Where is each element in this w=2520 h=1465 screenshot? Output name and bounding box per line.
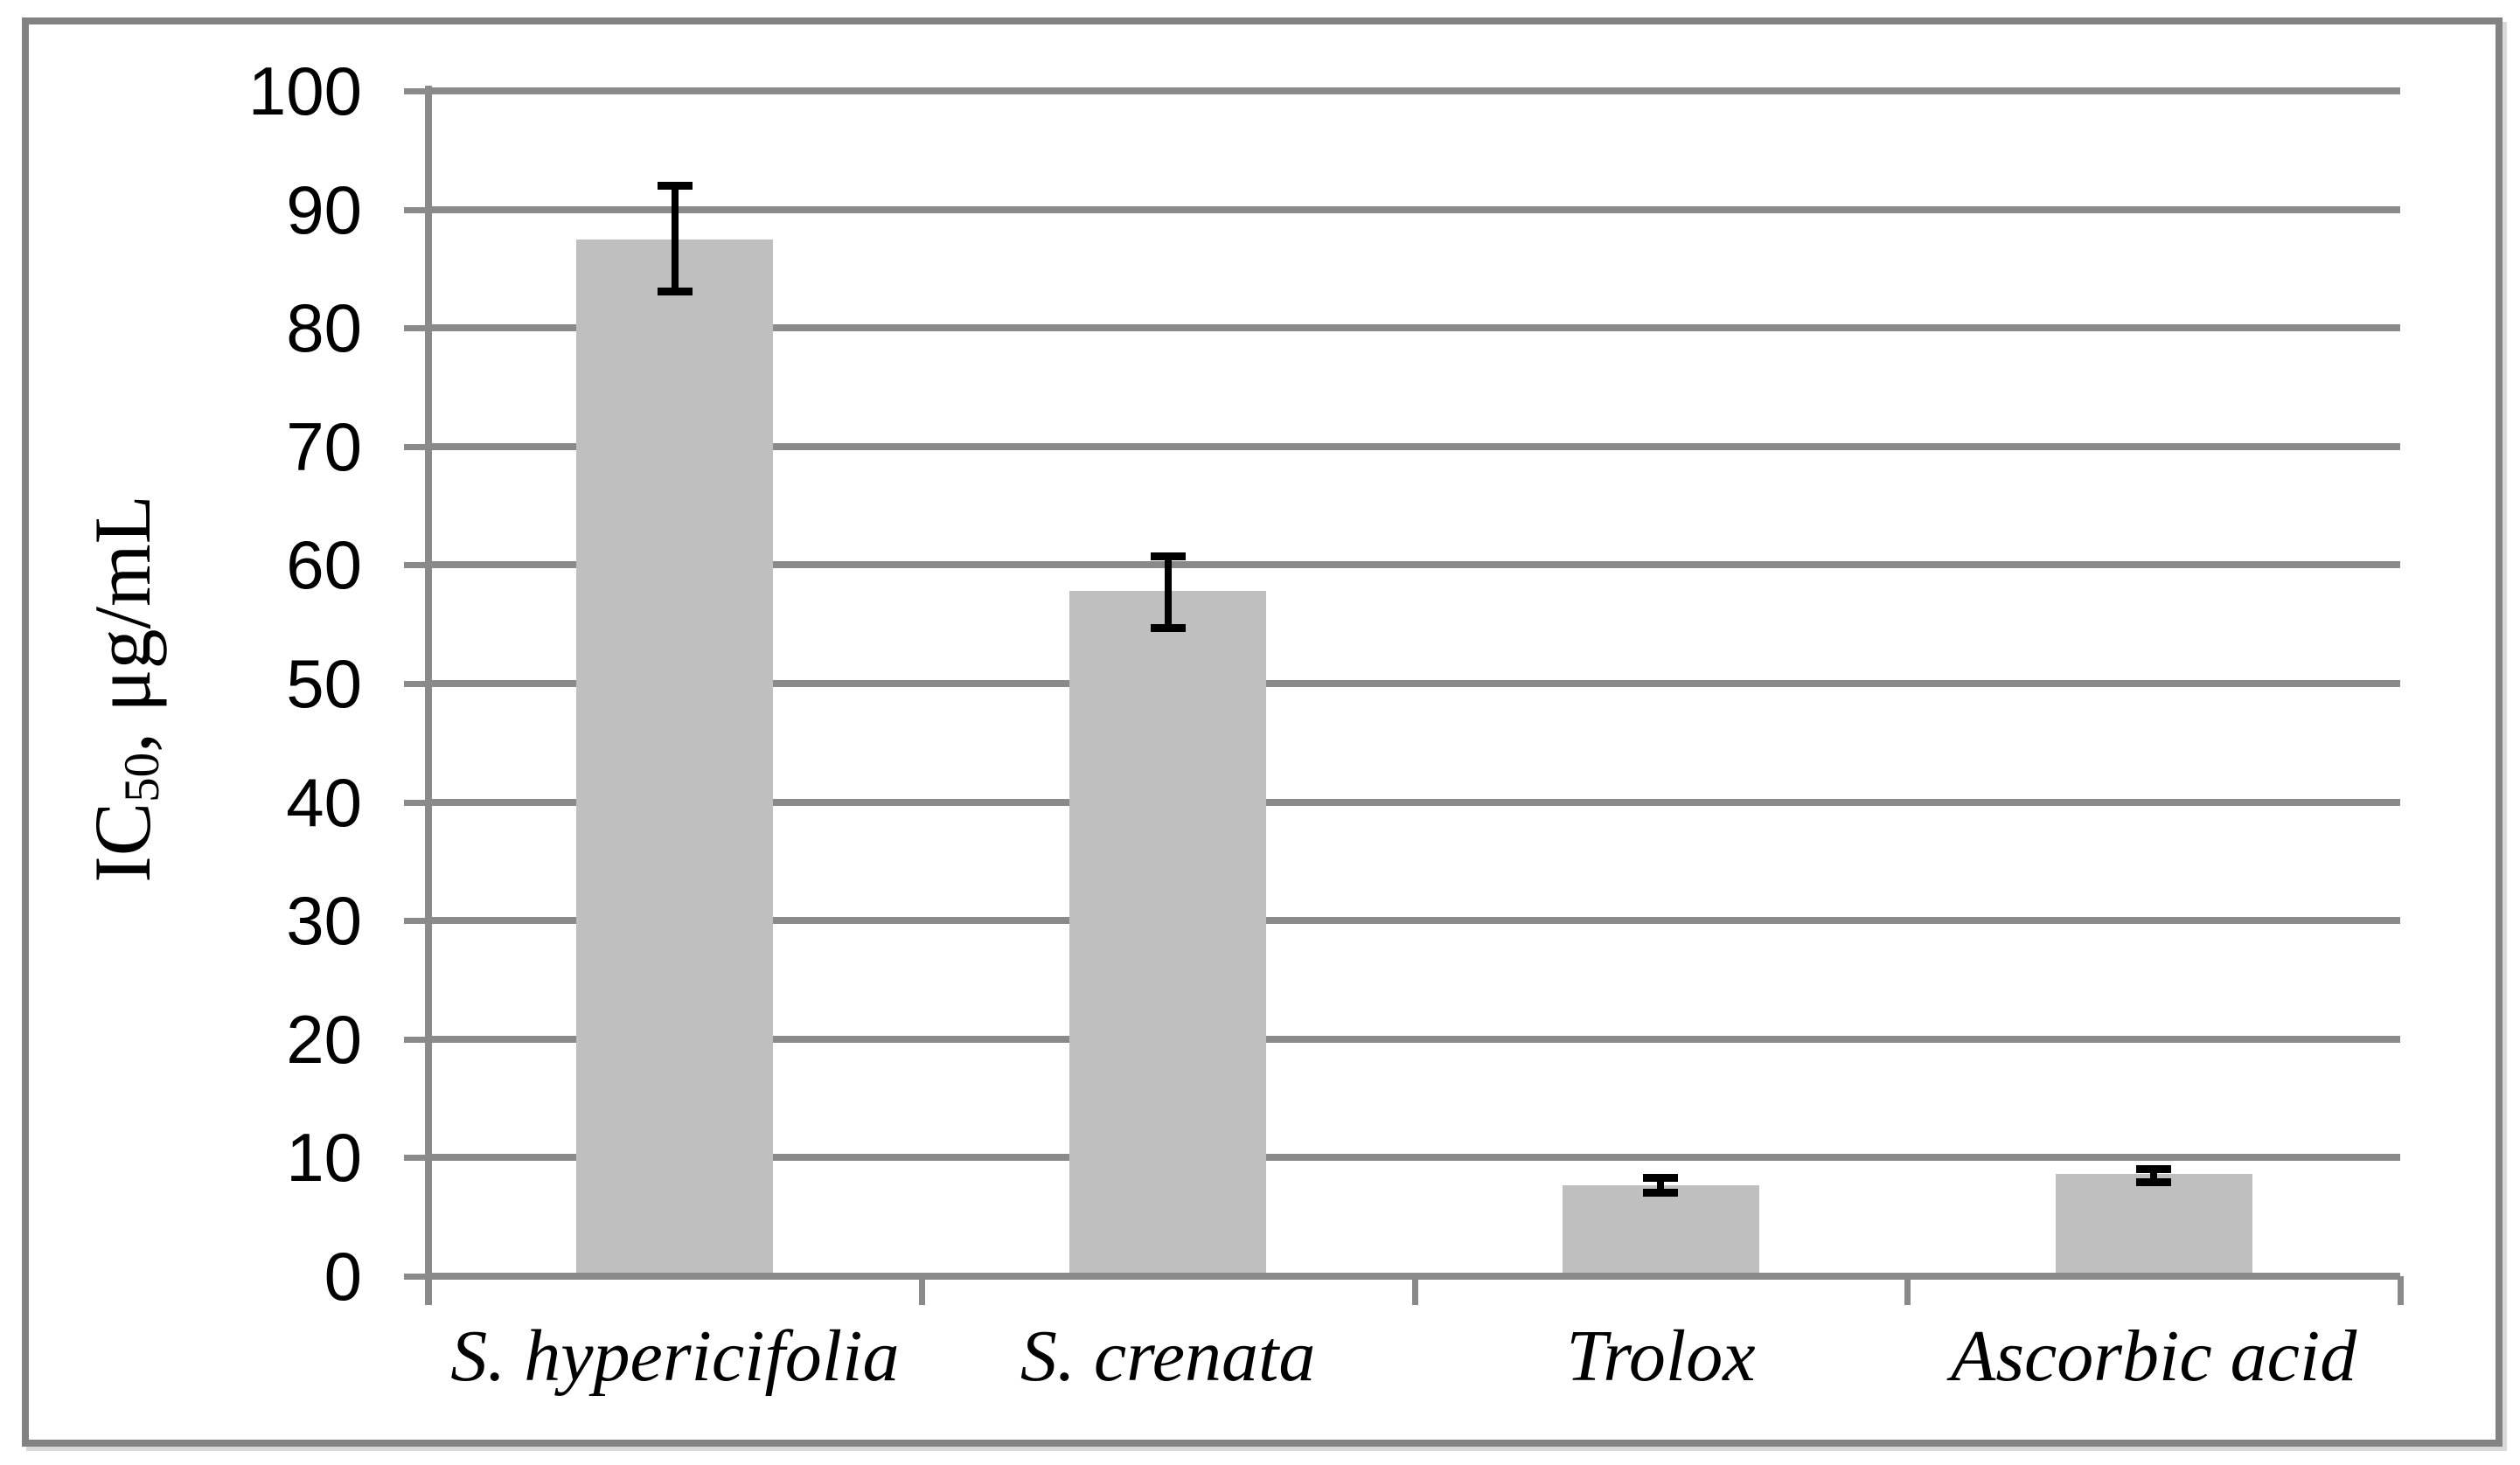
error-bar-cap-top-ascorbic-acid [2136,1164,2172,1173]
gridline-y-30 [428,917,2400,925]
y-axis-line [425,86,432,1305]
x-category-label-s-hypericifolia: S. hypericifolia [450,1316,900,1397]
x-axis-tick-1 [918,1276,925,1305]
bar-s-crenata [1069,591,1267,1280]
y-axis-tick-30 [404,918,428,925]
bar-s-hypericifolia [576,239,774,1280]
y-axis-tick-0 [404,1274,428,1280]
error-bar-line-s-crenata [1164,555,1172,628]
y-axis-tick-60 [404,562,428,569]
y-tick-label-40: 40 [286,763,362,841]
x-category-label-trolox: Trolox [1566,1316,1756,1397]
y-tick-label-30: 30 [286,882,362,960]
error-bar-cap-bottom-s-crenata [1150,624,1186,633]
error-bar-cap-top-trolox [1643,1174,1679,1183]
y-axis-tick-10 [404,1155,428,1162]
y-tick-label-0: 0 [324,1238,362,1315]
y-axis-tick-70 [404,443,428,450]
y-axis-tick-100 [404,88,428,94]
bar-trolox [1562,1184,1759,1280]
y-axis-tick-90 [404,206,428,213]
error-bar-line-s-hypericifolia [671,185,679,292]
x-axis-tick-2 [1411,1276,1418,1305]
y-tick-label-10: 10 [286,1119,362,1197]
error-bar-line-ascorbic-acid [2150,1168,2158,1182]
gridline-y-100 [428,87,2400,94]
gridline-y-70 [428,442,2400,450]
x-axis-tick-3 [1904,1276,1911,1305]
y-tick-label-20: 20 [286,1000,362,1078]
gridline-y-50 [428,680,2400,687]
x-category-label-ascorbic-acid: Ascorbic acid [1951,1316,2357,1397]
y-axis-tick-40 [404,799,428,806]
gridline-y-60 [428,561,2400,569]
y-tick-label-50: 50 [286,645,362,722]
gridline-y-40 [428,798,2400,806]
x-axis-tick-4 [2398,1276,2404,1305]
y-tick-label-60: 60 [286,526,362,604]
gridline-y-20 [428,1035,2400,1043]
error-bar-cap-top-s-crenata [1150,552,1186,560]
gridline-y-90 [428,205,2400,213]
y-tick-label-90: 90 [286,170,362,248]
y-axis-tick-20 [404,1036,428,1043]
y-axis-tick-80 [404,325,428,332]
error-bar-line-trolox [1657,1177,1665,1192]
y-tick-label-70: 70 [286,407,362,485]
error-bar-cap-bottom-s-hypericifolia [657,288,693,296]
x-category-label-s-crenata: S. crenata [1020,1316,1316,1397]
error-bar-cap-top-s-hypericifolia [657,182,693,191]
bar-ascorbic-acid [2055,1174,2252,1280]
y-tick-label-100: 100 [247,52,362,129]
error-bar-cap-bottom-ascorbic-acid [2136,1177,2172,1186]
y-axis-tick-50 [404,681,428,687]
gridline-y-80 [428,324,2400,332]
gridline-y-10 [428,1154,2400,1162]
error-bar-cap-bottom-trolox [1643,1188,1679,1197]
y-tick-label-80: 80 [286,289,362,367]
